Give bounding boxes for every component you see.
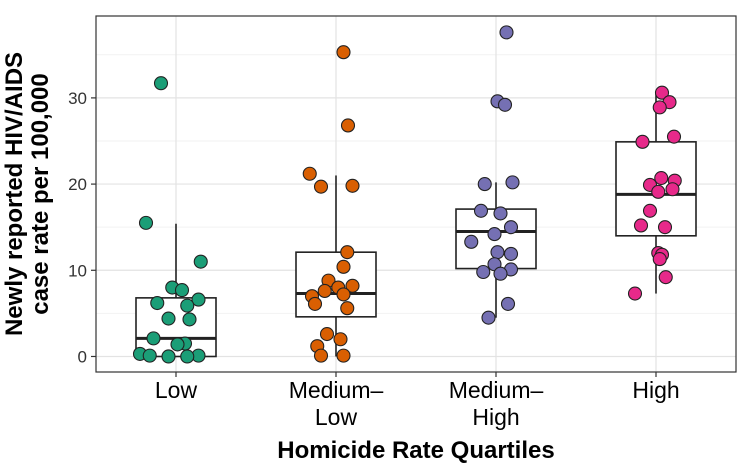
data-point — [627, 286, 643, 301]
data-point — [503, 220, 519, 235]
y-tick-label: 0 — [78, 347, 87, 366]
data-point — [477, 177, 492, 192]
y-tick-label: 20 — [68, 175, 87, 194]
data-point — [193, 254, 208, 269]
data-point — [654, 171, 669, 186]
data-point — [150, 295, 165, 311]
data-point — [336, 287, 351, 302]
data-point — [302, 166, 317, 181]
data-point — [665, 182, 680, 197]
data-point — [336, 348, 351, 363]
data-point — [174, 283, 190, 298]
data-point — [633, 218, 649, 233]
data-point — [654, 85, 670, 100]
data-point — [476, 264, 491, 280]
data-point — [500, 296, 516, 311]
data-point — [317, 283, 332, 299]
y-axis-title-line-1: Newly reported HIV/AIDS — [1, 52, 28, 336]
data-point — [657, 220, 673, 235]
data-points — [132, 25, 682, 364]
x-category-label: Medium– — [449, 377, 544, 403]
data-point — [161, 311, 176, 326]
data-point — [481, 310, 496, 325]
x-axis-title: Homicide Rate Quartiles — [277, 437, 554, 464]
data-point — [497, 97, 513, 112]
data-point — [340, 118, 356, 133]
data-point — [499, 25, 514, 40]
data-point — [333, 332, 348, 347]
y-tick-label: 30 — [68, 89, 87, 108]
data-point — [170, 337, 185, 352]
data-point — [180, 298, 195, 313]
data-point — [307, 296, 323, 311]
data-point — [336, 259, 351, 274]
data-point — [493, 266, 508, 281]
data-point — [490, 245, 505, 260]
plot-border — [95, 15, 737, 373]
data-point — [642, 203, 658, 218]
data-point — [345, 278, 360, 293]
data-point — [142, 348, 157, 363]
data-point — [652, 252, 667, 267]
x-category-label: Medium– — [289, 377, 384, 403]
data-point — [180, 349, 195, 364]
data-point — [505, 175, 520, 190]
data-point — [493, 206, 508, 221]
data-point — [658, 270, 673, 285]
data-point — [652, 100, 667, 115]
y-axis-ticks: 0 10 20 30 — [68, 89, 96, 366]
data-point — [340, 245, 355, 260]
data-point — [182, 312, 197, 327]
y-axis-title: Newly reported HIV/AIDS case rate per 10… — [1, 52, 54, 336]
data-point — [153, 76, 169, 91]
data-point — [473, 203, 489, 218]
data-point — [146, 331, 161, 346]
x-category-label: Low — [155, 377, 198, 403]
y-axis-title-line-2: case rate per 100,000 — [27, 73, 54, 315]
x-category-label: Low — [315, 404, 358, 430]
data-point — [503, 246, 519, 261]
data-point — [666, 129, 682, 144]
x-category-label: High — [632, 377, 679, 403]
data-point — [138, 215, 154, 230]
data-point — [191, 292, 206, 307]
data-point — [487, 227, 502, 242]
x-category-label: High — [472, 404, 519, 430]
data-point — [635, 134, 650, 149]
data-point — [336, 45, 351, 60]
data-point — [340, 301, 355, 316]
y-tick-label: 10 — [68, 261, 87, 280]
data-point — [464, 234, 479, 249]
data-point — [313, 348, 329, 363]
data-point — [319, 327, 335, 342]
data-point — [161, 349, 176, 364]
data-point — [313, 179, 329, 194]
data-point — [345, 178, 360, 193]
data-point — [651, 184, 666, 199]
